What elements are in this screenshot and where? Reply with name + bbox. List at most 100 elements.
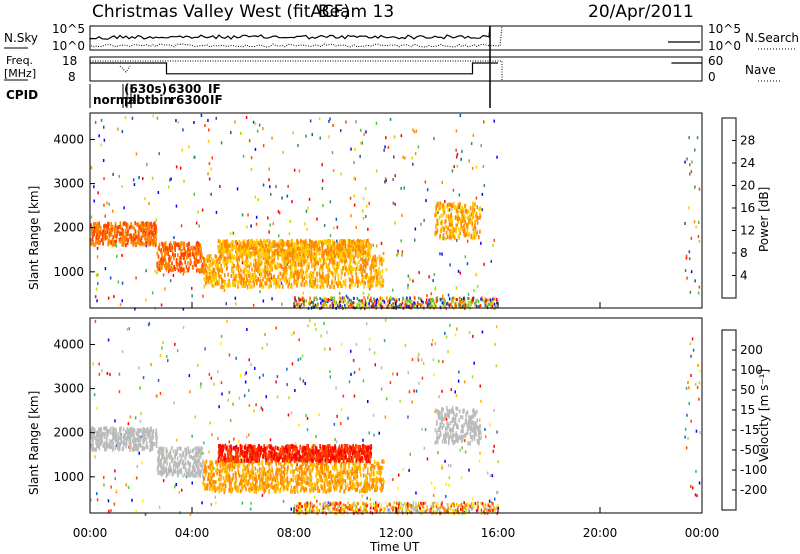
velocity-feature-cell [301,464,303,469]
velocity-speckle [384,415,387,419]
power-feature-cell [231,266,233,271]
power-feature-cell [119,221,122,226]
velocity-speckle [445,417,448,421]
power-feature-cell [292,248,294,253]
power-ground-cell [295,301,297,305]
power-ground-cell [323,299,325,303]
velocity-speckle [421,376,424,380]
power-speckle [242,154,245,158]
power-feature-cell [337,283,339,288]
velocity-feature-cell [296,487,298,492]
velocity-speckle [166,355,168,359]
power-feature-cell [308,262,310,267]
power-feature-cell [351,240,353,244]
velocity-feature-cell [364,473,367,478]
power-feature-cell [261,284,264,289]
power-feature-cell [303,242,306,247]
power-feature-cell [335,263,338,268]
power-feature-cell [264,281,266,286]
power-feature-cell [352,246,355,251]
velocity-feature-cell [177,461,180,466]
chart-title: Christmas Valley West (fitACF) [92,2,350,22]
power-feature-cell [248,239,250,244]
power-speckle [112,172,114,176]
power-feature-cell [270,280,272,285]
velocity-speckle [161,346,163,350]
velocity-speckle [463,380,466,384]
cpid-annotation-6300-b: 6300 [176,93,209,107]
power-feature-cell [471,218,473,223]
power-ground-cell [340,297,342,301]
velocity-feature-cell [168,468,170,473]
power-feature-cell [334,276,337,281]
power-feature-cell [251,246,254,250]
power-feature-cell [239,242,242,247]
power-speckle [113,295,115,299]
power-feature-cell [290,247,292,251]
power-feature-cell [216,259,218,264]
power-late-speckle [694,185,696,189]
power-feature-cell [131,237,134,242]
power-feature-cell [136,234,139,239]
power-feature-cell [297,253,300,258]
power-ground-cell [313,298,316,302]
power-feature-cell [252,274,255,279]
power-feature-cell [287,242,290,246]
velocity-feature-cell [160,463,163,468]
power-late-speckle [697,235,700,238]
power-speckle [329,117,331,121]
freq-label-bottom: [MHz] [4,67,36,80]
power-feature-cell [349,255,352,260]
power-feature-cell [374,261,377,265]
power-speckle [393,135,396,139]
power-feature-cell [311,256,313,261]
velocity-feature-cell [103,426,105,431]
power-speckle [102,159,105,162]
velocity-feature-cell [310,482,312,487]
power-feature-cell [108,231,111,236]
velocity-feature-cell [179,459,182,464]
power-feature-cell [297,260,299,265]
velocity-feature-cell [159,460,161,465]
power-speckle [456,164,459,168]
power-feature-cell [277,255,279,260]
power-feature-cell [365,253,367,258]
velocity-feature-cell [197,467,199,472]
power-feature-cell [332,264,335,269]
power-feature-cell [350,273,353,278]
power-speckle [182,307,185,311]
power-speckle [382,251,385,255]
velocity-speckle [454,333,457,337]
power-feature-cell [263,274,265,279]
power-ground-cell [449,303,452,306]
power-feature-cell [341,239,344,244]
power-feature-cell [359,241,362,246]
power-feature-cell [223,249,226,254]
power-feature-cell [360,257,362,262]
velocity-speckle [222,458,224,462]
power-feature-cell [148,234,150,239]
power-ground-cell [387,304,390,307]
velocity-feature-cell [194,468,197,473]
velocity-feature-cell [191,472,194,477]
power-speckle [180,224,183,228]
power-feature-cell [238,255,241,260]
velocity-feature-cell [110,426,112,431]
power-feature-cell [163,244,166,249]
power-feature-cell [146,230,148,235]
power-feature-cell [367,245,370,249]
velocity-speckle [299,357,302,361]
velocity-feature-cell [140,428,142,433]
power-ground-cell [369,299,371,302]
power-ground-cell [401,301,404,305]
power-feature-cell [198,245,200,250]
power-speckle [278,234,280,238]
power-feature-cell [98,233,100,238]
power-speckle [321,187,324,190]
power-feature-cell [372,263,374,268]
power-feature-cell [255,248,258,253]
velocity-feature-cell [130,434,133,439]
power-feature-cell [268,250,270,254]
velocity-feature-cell [202,459,204,464]
